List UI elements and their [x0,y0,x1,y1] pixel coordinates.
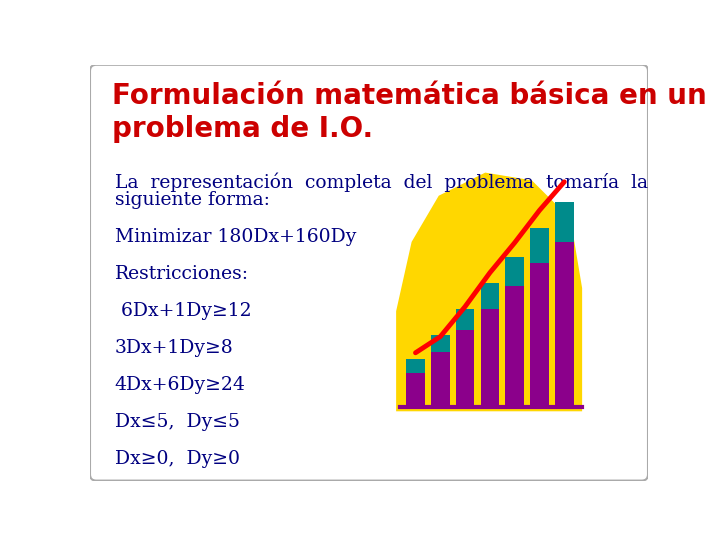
Bar [481,309,499,408]
Bar [481,283,499,309]
Text: La  representación  completa  del  problema  tomaría  la: La representación completa del problema … [114,173,648,192]
Bar [431,352,449,408]
Bar [530,228,549,262]
Bar [530,262,549,408]
Polygon shape [396,173,582,411]
Bar [555,242,574,408]
Text: Formulación matemática básica en un
problema de I.O.: Formulación matemática básica en un prob… [112,82,706,143]
Text: Restricciones:: Restricciones: [114,265,249,283]
Text: Dx≤5,  Dy≤5: Dx≤5, Dy≤5 [114,413,240,431]
Bar [431,335,449,352]
Bar [555,202,574,242]
Text: 4Dx+6Dy≥24: 4Dx+6Dy≥24 [114,376,246,394]
Text: Dx≥0,  Dy≥0: Dx≥0, Dy≥0 [114,450,240,468]
Bar [456,309,474,330]
Bar [505,256,524,286]
FancyBboxPatch shape [90,65,648,481]
Text: Minimizar 180Dx+160Dy: Minimizar 180Dx+160Dy [114,228,356,246]
Text: 6Dx+1Dy≥12: 6Dx+1Dy≥12 [114,302,251,320]
Bar [505,286,524,408]
Bar [406,373,425,408]
Text: 3Dx+1Dy≥8: 3Dx+1Dy≥8 [114,339,233,357]
Bar [406,359,425,373]
Text: siguiente forma:: siguiente forma: [114,191,270,209]
Bar [456,330,474,408]
